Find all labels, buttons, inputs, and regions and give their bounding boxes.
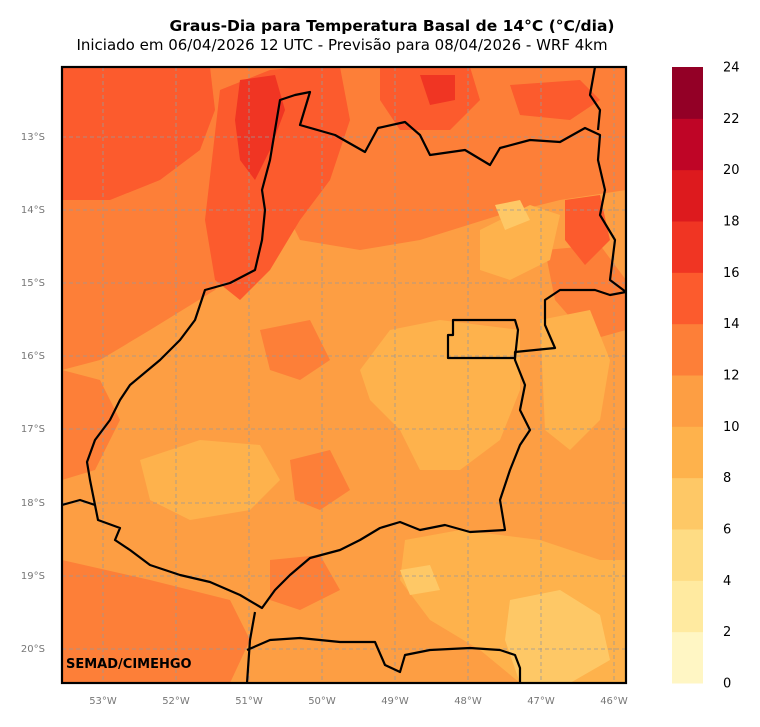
lat-label: 16°S: [21, 351, 45, 362]
df-border: [446, 318, 520, 360]
longitude-labels: 53°W 52°W 51°W 50°W 49°W 48°W 47°W 46°W: [89, 696, 628, 707]
lon-label: 52°W: [162, 696, 190, 707]
colorbar-tick-label: 4: [723, 574, 731, 589]
field-16-18-north: [235, 75, 285, 180]
lon-label: 48°W: [454, 696, 482, 707]
colorbar-tick-label: 12: [723, 369, 740, 384]
field-6-8-se: [505, 590, 610, 683]
lat-label: 15°S: [21, 278, 45, 289]
colorbar-tick-label: 14: [723, 317, 740, 332]
lon-label: 50°W: [308, 696, 336, 707]
lat-label: 17°S: [21, 424, 45, 435]
map-field: [62, 67, 626, 683]
colorbar-tick-label: 20: [723, 163, 740, 178]
lat-label: 19°S: [21, 571, 45, 582]
lat-label: 13°S: [21, 132, 45, 143]
field-14-16-ne: [510, 80, 600, 120]
field-8-10-west: [140, 440, 280, 520]
field-12-14-patch-b: [290, 450, 350, 510]
goias-border: [85, 90, 626, 610]
lon-label: 51°W: [235, 696, 263, 707]
field-12-14-patch-c: [270, 555, 340, 610]
field-12-14-sw: [62, 560, 250, 683]
colorbar-segment: [672, 272, 703, 325]
field-6-8-patch: [495, 200, 530, 230]
credit-label: SEMAD/CIMEHGO: [66, 657, 192, 672]
colorbar-segment: [672, 426, 703, 479]
field-12-14-east: [545, 245, 626, 340]
latitude-labels: 13°S 14°S 15°S 16°S 17°S 18°S 19°S 20°S: [21, 132, 45, 655]
lat-label: 18°S: [21, 498, 45, 509]
lon-label: 49°W: [381, 696, 409, 707]
colorbar-segment: [672, 67, 703, 119]
west-border: [62, 498, 96, 507]
south-border: [245, 611, 522, 683]
field-12-14-patch-a: [260, 320, 330, 380]
colorbar-tick-label: 2: [723, 625, 731, 640]
field-14-16-east: [565, 195, 610, 265]
colorbar-tick-label: 16: [723, 266, 740, 281]
lon-label: 46°W: [600, 696, 628, 707]
colorbar-segment: [672, 580, 703, 633]
colorbar-tick-label: 22: [723, 112, 740, 127]
colorbar-tick-label: 24: [723, 61, 740, 76]
lon-label: 53°W: [89, 696, 117, 707]
colorbar-segment: [672, 529, 703, 581]
map-title: Graus-Dia para Temperatura Basal de 14°C…: [169, 17, 615, 35]
colorbar-segment: [672, 477, 703, 530]
colorbar-segment: [672, 631, 703, 684]
colorbar-segment: [672, 221, 703, 273]
colorbar-segment: [672, 323, 703, 376]
lat-label: 20°S: [21, 644, 45, 655]
field-12-14-west: [62, 370, 120, 480]
lon-label: 47°W: [527, 696, 555, 707]
field-6-8-patch-b: [400, 565, 440, 595]
east-border: [588, 67, 602, 131]
field-14-16-nw: [62, 67, 215, 200]
colorbar-tick-label: 8: [723, 471, 731, 486]
field-8-10-ne: [480, 205, 560, 280]
colorbar-tick-label: 6: [723, 523, 731, 538]
map-frame: [60, 65, 628, 685]
field-8-10-east: [540, 310, 610, 450]
field-16-18-n2: [420, 75, 455, 105]
colorbar-tick-label: 0: [723, 677, 731, 692]
graticule: [62, 67, 626, 683]
colorbar-segment: [672, 169, 703, 222]
state-borders: [62, 67, 626, 683]
colorbar-tick-label: 10: [723, 420, 740, 435]
map-subtitle: Iniciado em 06/04/2026 12 UTC - Previsão…: [76, 36, 608, 54]
lat-label: 14°S: [21, 205, 45, 216]
colorbar-tick-label: 18: [723, 215, 740, 230]
colorbar-segment: [672, 118, 703, 171]
colorbar-segment: [672, 375, 703, 427]
